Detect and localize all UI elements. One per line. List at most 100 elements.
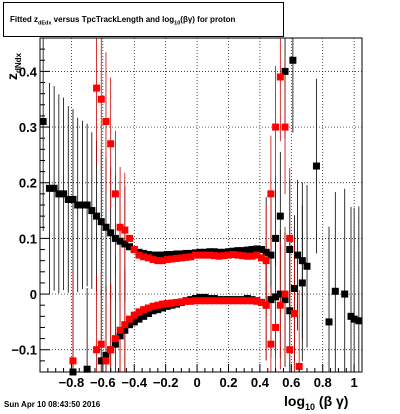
black-data-point	[182, 249, 190, 257]
red-data-point	[272, 323, 280, 331]
red-data-point	[69, 357, 77, 365]
red-data-point	[243, 252, 251, 260]
black-data-point	[130, 318, 138, 326]
black-data-point	[312, 162, 320, 170]
red-data-point	[192, 251, 200, 259]
x-tick-label: 0.8	[314, 375, 332, 390]
red-data-point	[276, 73, 284, 81]
red-data-point	[130, 246, 138, 254]
y-tick-label: 0	[30, 287, 37, 302]
red-data-point	[168, 299, 176, 307]
red-data-point	[201, 297, 209, 305]
red-data-point	[220, 297, 228, 305]
black-data-point	[262, 248, 270, 256]
black-data-point	[102, 223, 110, 231]
red-data-point	[154, 301, 162, 309]
red-data-point	[248, 297, 256, 305]
black-data-point	[276, 212, 284, 220]
black-data-point	[272, 234, 280, 242]
y-tick-label: −0.1	[11, 343, 37, 358]
black-data-point	[290, 285, 298, 292]
red-data-point	[224, 251, 232, 259]
x-tick-label: 1	[351, 375, 358, 390]
black-data-point	[281, 67, 289, 75]
red-data-point	[257, 298, 265, 306]
red-data-point	[187, 297, 195, 305]
red-data-point	[234, 297, 242, 305]
black-data-point	[286, 307, 294, 315]
x-tick-label: −0.6	[90, 375, 116, 390]
red-data-point	[253, 251, 261, 259]
red-data-point	[121, 321, 129, 329]
red-data-point	[262, 301, 270, 309]
red-data-point	[272, 123, 280, 131]
black-data-point	[60, 190, 68, 198]
black-data-point	[168, 251, 176, 259]
red-data-point	[206, 297, 214, 305]
y-tick-label: 0.3	[19, 120, 37, 135]
black-data-point	[294, 251, 302, 259]
black-data-point	[69, 195, 77, 203]
red-data-point	[177, 298, 185, 306]
black-data-point	[116, 332, 124, 340]
black-data-point	[341, 290, 349, 298]
black-data-point	[121, 240, 129, 248]
red-data-point	[196, 251, 204, 259]
timestamp-footer: Sun Apr 10 08:43:50 2016	[4, 400, 101, 409]
red-data-point	[248, 252, 256, 260]
black-data-point	[173, 250, 181, 258]
x-tick-label: 0.2	[219, 375, 237, 390]
red-data-point	[286, 346, 294, 354]
black-data-point	[102, 351, 110, 359]
black-data-point	[253, 245, 261, 253]
black-data-point	[215, 248, 223, 256]
x-axis-label: log10 (β γ)	[284, 393, 349, 412]
black-data-point	[107, 229, 115, 237]
black-data-point	[121, 326, 129, 334]
red-data-point	[295, 362, 303, 370]
black-data-point	[159, 251, 167, 259]
red-data-point	[135, 308, 143, 316]
black-data-point	[325, 318, 333, 326]
black-data-point	[97, 218, 105, 226]
red-data-point	[253, 297, 261, 305]
black-data-point	[149, 307, 157, 315]
red-data-point	[102, 118, 110, 125]
red-data-point	[121, 226, 129, 234]
black-data-point	[55, 190, 63, 198]
red-data-point	[210, 252, 218, 260]
x-tick-label: 0	[193, 375, 200, 390]
black-data-point	[111, 340, 119, 348]
black-data-point	[243, 246, 251, 254]
black-data-point	[140, 312, 148, 320]
red-data-point	[220, 252, 228, 260]
black-data-point	[74, 201, 82, 209]
red-data-point	[140, 306, 148, 314]
red-data-point	[126, 315, 134, 323]
red-data-point	[154, 257, 162, 265]
red-data-point	[149, 256, 157, 264]
black-data-point	[350, 315, 358, 323]
black-data-point	[298, 257, 306, 265]
black-data-point	[88, 207, 96, 215]
red-data-point	[182, 297, 190, 305]
red-data-point	[281, 290, 289, 298]
black-data-point	[93, 212, 101, 220]
black-data-point	[111, 234, 119, 242]
red-data-point	[163, 300, 171, 308]
black-data-point	[331, 287, 339, 295]
data-points	[39, 56, 363, 376]
red-data-point	[196, 297, 204, 305]
red-data-point	[239, 252, 247, 260]
red-data-point	[177, 254, 185, 262]
red-data-point	[243, 297, 251, 305]
y-axis-label: zdNdx	[4, 53, 23, 80]
x-tick-label: 0.4	[251, 375, 270, 390]
black-data-point	[289, 56, 297, 64]
y-tick-label: 0.1	[19, 231, 37, 246]
black-data-point	[267, 296, 275, 304]
red-data-point	[107, 346, 115, 354]
black-data-point	[154, 251, 162, 259]
x-tick-label: −0.8	[59, 375, 85, 390]
black-data-point	[267, 251, 275, 259]
